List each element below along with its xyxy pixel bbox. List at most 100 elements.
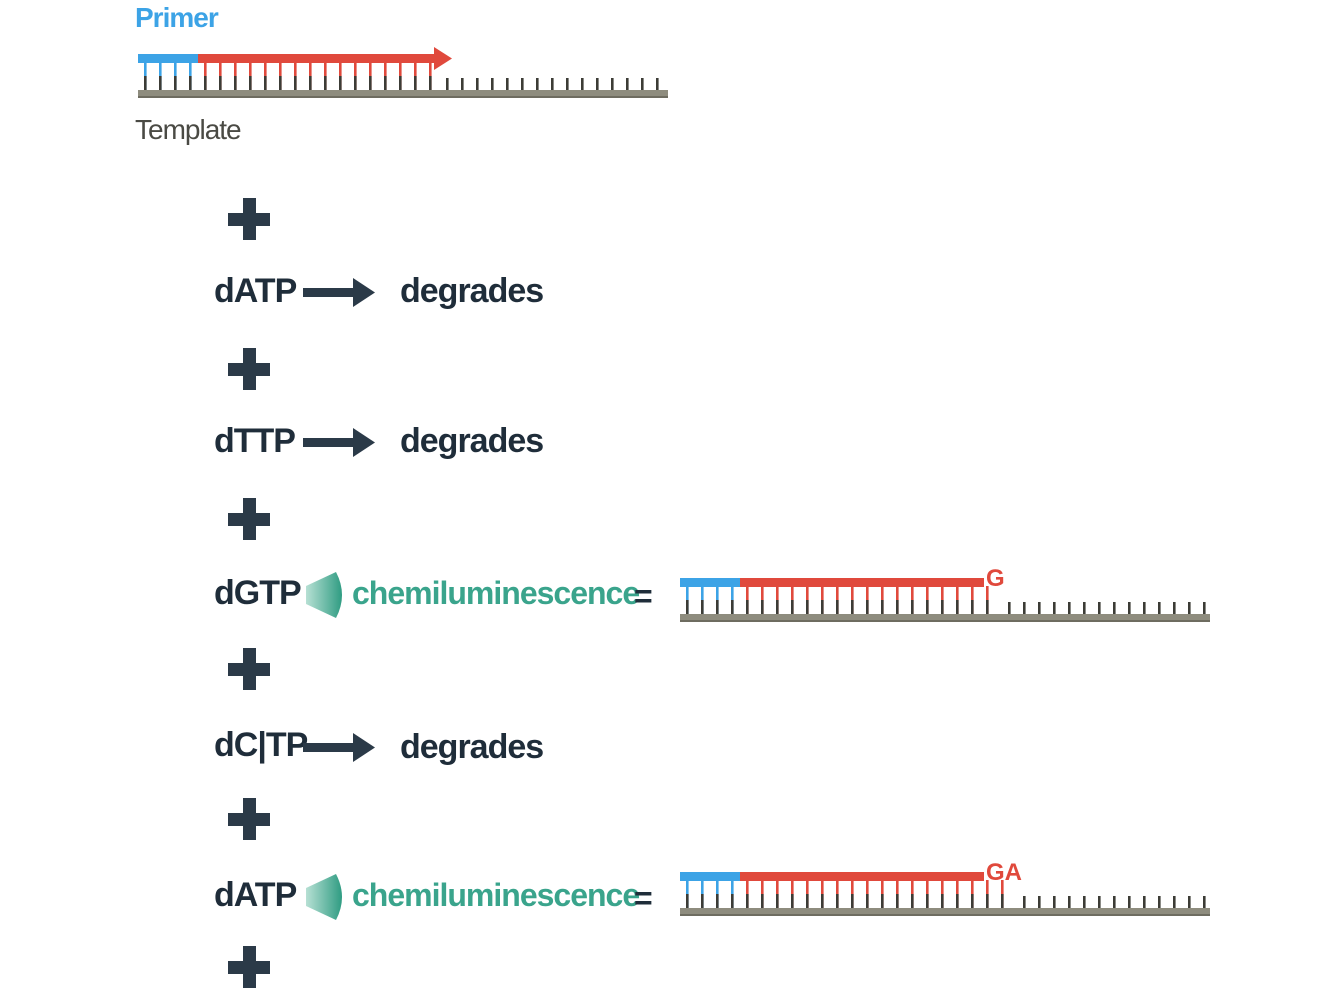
template-base	[1113, 602, 1116, 614]
nucleotide-label: dC|TP	[214, 726, 308, 764]
plus-icon	[228, 648, 272, 692]
template-base	[926, 894, 929, 908]
template-base	[956, 600, 959, 614]
primer-bar	[680, 578, 740, 587]
template-base	[1023, 896, 1026, 908]
template-base	[566, 78, 569, 90]
template-base	[476, 78, 479, 90]
template-base	[1173, 896, 1176, 908]
nucleotide-label: dATP	[214, 876, 297, 914]
template-base	[551, 78, 554, 90]
template-base	[536, 78, 539, 90]
template-base	[1203, 896, 1206, 908]
template-base	[324, 76, 327, 90]
template-base	[174, 76, 177, 90]
template-base	[1068, 896, 1071, 908]
template-base	[1038, 602, 1041, 614]
template-base	[881, 894, 884, 908]
chemiluminescence-label: chemiluminescence	[352, 877, 640, 913]
template-base	[731, 600, 734, 614]
template-base	[746, 894, 749, 908]
template-base	[1098, 896, 1101, 908]
template-backbone	[138, 90, 668, 98]
template-base	[581, 78, 584, 90]
template-base	[761, 600, 764, 614]
template-base	[971, 600, 974, 614]
arrow-right-icon	[303, 733, 375, 762]
template-base	[1143, 896, 1146, 908]
template-base	[144, 76, 147, 90]
primer-bar	[138, 54, 198, 63]
template-base	[716, 600, 719, 614]
extended-strand-g: G	[680, 565, 1210, 622]
plus-icon	[228, 798, 272, 842]
template-base	[761, 894, 764, 908]
template-base	[941, 894, 944, 908]
template-base	[1188, 896, 1191, 908]
template-base	[926, 600, 929, 614]
template-shadow	[138, 96, 668, 98]
template-base	[491, 78, 494, 90]
degrades-label: degrades	[400, 422, 544, 460]
template-base	[836, 894, 839, 908]
template-base	[791, 600, 794, 614]
template-base	[521, 78, 524, 90]
template-base	[189, 76, 192, 90]
template-base	[1053, 602, 1056, 614]
template-base	[264, 76, 267, 90]
template-base	[806, 894, 809, 908]
template-base	[1001, 894, 1004, 908]
equals-sign: =	[634, 578, 653, 614]
template-base	[461, 78, 464, 90]
arrow-right-icon	[303, 278, 375, 307]
template-base	[1053, 896, 1056, 908]
template-base	[339, 76, 342, 90]
template-base	[851, 600, 854, 614]
template-base	[716, 894, 719, 908]
template-base	[866, 894, 869, 908]
extended-strand-ga: GA	[680, 859, 1210, 916]
template-base	[234, 76, 237, 90]
template-base	[1023, 602, 1026, 614]
template-base	[911, 600, 914, 614]
template-base	[429, 76, 432, 90]
template-base	[731, 894, 734, 908]
template-base	[881, 600, 884, 614]
template-base	[249, 76, 252, 90]
template-base	[776, 894, 779, 908]
nucleotide-label: dATP	[214, 272, 297, 310]
template-base	[506, 78, 509, 90]
template-base	[446, 78, 449, 90]
template-base	[1128, 602, 1131, 614]
template-base	[971, 894, 974, 908]
primer-label: Primer	[135, 2, 219, 33]
template-base	[941, 600, 944, 614]
equals-sign: =	[634, 880, 653, 916]
template-base	[821, 600, 824, 614]
template-base	[701, 894, 704, 908]
template-backbone	[680, 614, 1210, 622]
template-base	[1158, 896, 1161, 908]
template-base	[219, 76, 222, 90]
template-base	[611, 78, 614, 90]
template-base	[851, 894, 854, 908]
nucleotide-label: dTTP	[214, 422, 296, 460]
extension-bar	[740, 578, 984, 587]
degrades-label: degrades	[400, 272, 544, 310]
template-base	[399, 76, 402, 90]
template-base	[309, 76, 312, 90]
template-base	[806, 600, 809, 614]
template-base	[1083, 602, 1086, 614]
template-base	[686, 894, 689, 908]
template-base	[836, 600, 839, 614]
template-base	[279, 76, 282, 90]
template-base	[956, 894, 959, 908]
template-base	[746, 600, 749, 614]
template-base	[776, 600, 779, 614]
plus-icon	[228, 946, 272, 990]
template-base	[1113, 896, 1116, 908]
template-base	[1068, 602, 1071, 614]
template-base	[1038, 896, 1041, 908]
chemiluminescence-label: chemiluminescence	[352, 575, 640, 611]
template-base	[1008, 602, 1011, 614]
